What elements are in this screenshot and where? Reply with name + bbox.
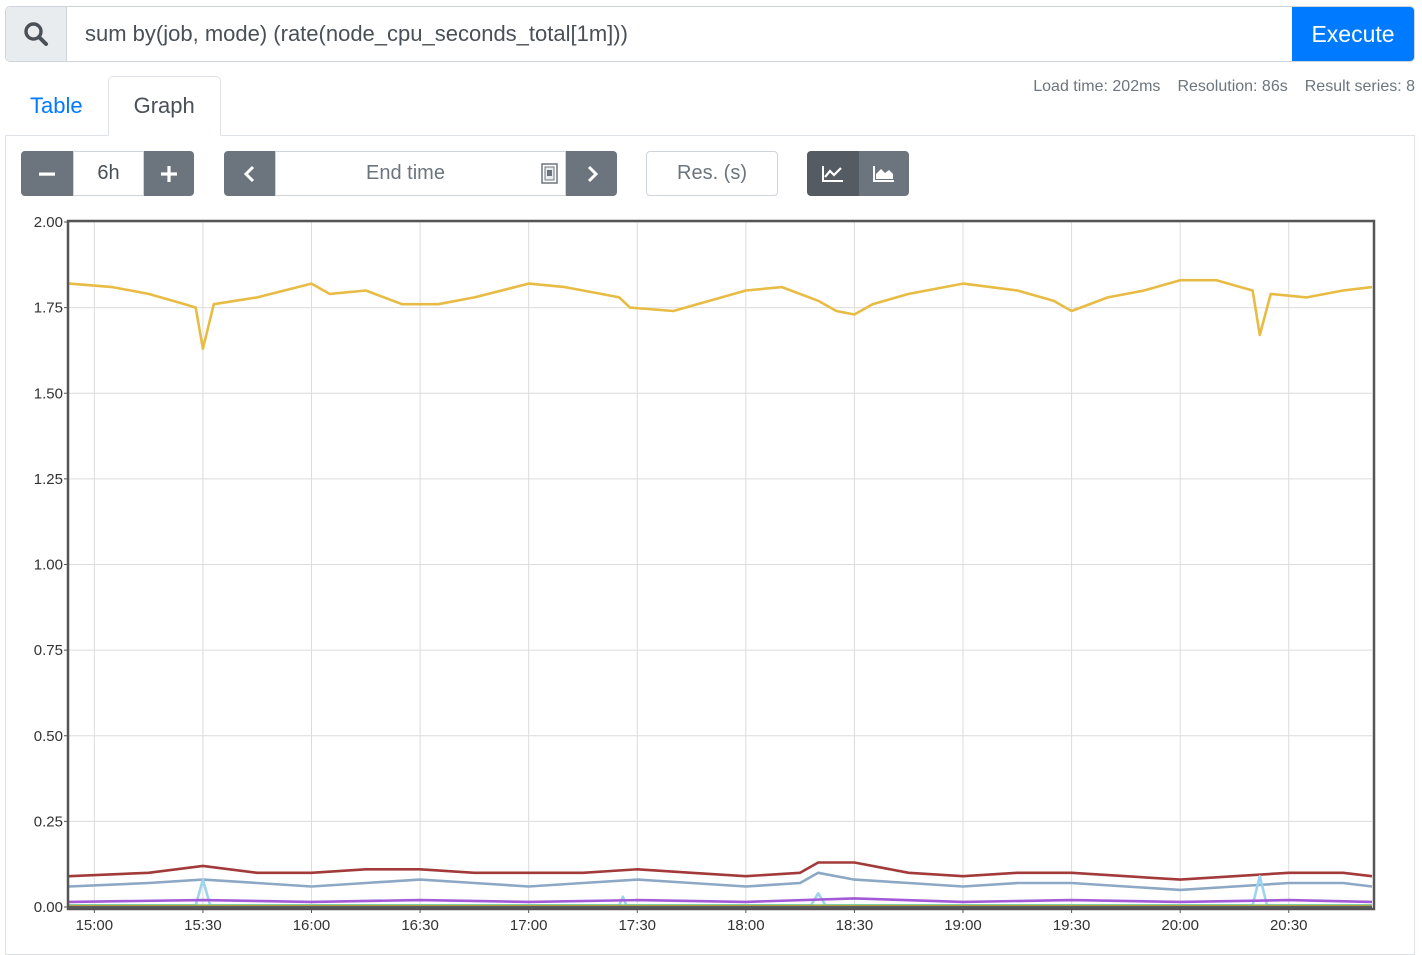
unstacked-button[interactable]	[807, 151, 859, 196]
x-tick-label: 18:30	[836, 917, 874, 934]
x-tick-label: 18:00	[727, 917, 765, 934]
result-series-count: Result series: 8	[1304, 78, 1415, 95]
time-back-button[interactable]	[224, 151, 275, 196]
chart-grid	[69, 221, 1372, 908]
expression-input[interactable]	[67, 7, 1292, 61]
query-stats: Load time: 202ms Resolution: 86s Result …	[1033, 78, 1415, 96]
line-chart-icon	[822, 165, 843, 182]
x-tick-label: 17:30	[618, 917, 656, 934]
y-tick-label: 1.50	[34, 385, 63, 402]
y-tick-label: 1.25	[34, 471, 63, 488]
tab-table[interactable]: Table	[30, 93, 83, 118]
minus-icon	[39, 172, 55, 176]
end-time-input[interactable]	[275, 151, 566, 196]
series-line-2	[68, 861, 1373, 881]
chevron-right-icon	[587, 165, 598, 182]
query-bar: Execute	[5, 6, 1415, 62]
search-icon	[6, 7, 67, 61]
time-forward-button[interactable]	[566, 151, 617, 196]
series-line-5	[68, 897, 1373, 904]
x-tick-label: 17:00	[510, 917, 548, 934]
area-chart-icon	[873, 165, 894, 182]
tab-bar: Table Graph	[5, 76, 221, 136]
resolution-input[interactable]	[646, 151, 778, 196]
calendar-icon[interactable]	[541, 163, 558, 189]
x-tick-label: 20:30	[1270, 917, 1308, 934]
x-tick-label: 15:00	[76, 917, 114, 934]
y-tick-label: 1.75	[34, 300, 63, 317]
y-tick-label: 2.00	[34, 214, 63, 231]
y-tick-label: 0.00	[34, 899, 63, 916]
chevron-left-icon	[243, 165, 254, 182]
chart-ticks: 0.00 0.25 0.50 0.75 1.00 1.25 1.50 1.75 2.00 15:0…	[34, 214, 1308, 934]
x-tick-label: 19:30	[1053, 917, 1091, 934]
y-tick-label: 1.00	[34, 557, 63, 574]
y-tick-label: 0.50	[34, 728, 63, 745]
x-tick-label: 19:00	[944, 917, 982, 934]
x-tick-label: 15:30	[184, 917, 222, 934]
search-icon-svg	[24, 22, 48, 46]
range-input[interactable]	[73, 151, 144, 196]
x-tick-label: 20:00	[1161, 917, 1199, 934]
increase-range-button[interactable]	[144, 151, 194, 196]
y-tick-label: 0.75	[34, 642, 63, 659]
series-line-1	[68, 278, 1373, 351]
y-tick-label: 0.25	[34, 813, 63, 830]
series-line-3	[68, 871, 1373, 892]
x-tick-label: 16:00	[293, 917, 331, 934]
execute-button[interactable]: Execute	[1292, 7, 1414, 61]
resolution-stat: Resolution: 86s	[1177, 78, 1288, 95]
tab-graph[interactable]: Graph	[107, 76, 221, 136]
plus-icon	[161, 165, 177, 182]
stacked-button[interactable]	[859, 151, 909, 196]
chart-series	[68, 278, 1373, 909]
decrease-range-button[interactable]	[21, 151, 73, 196]
x-tick-label: 16:30	[401, 917, 439, 934]
load-time: Load time: 202ms	[1033, 78, 1161, 95]
